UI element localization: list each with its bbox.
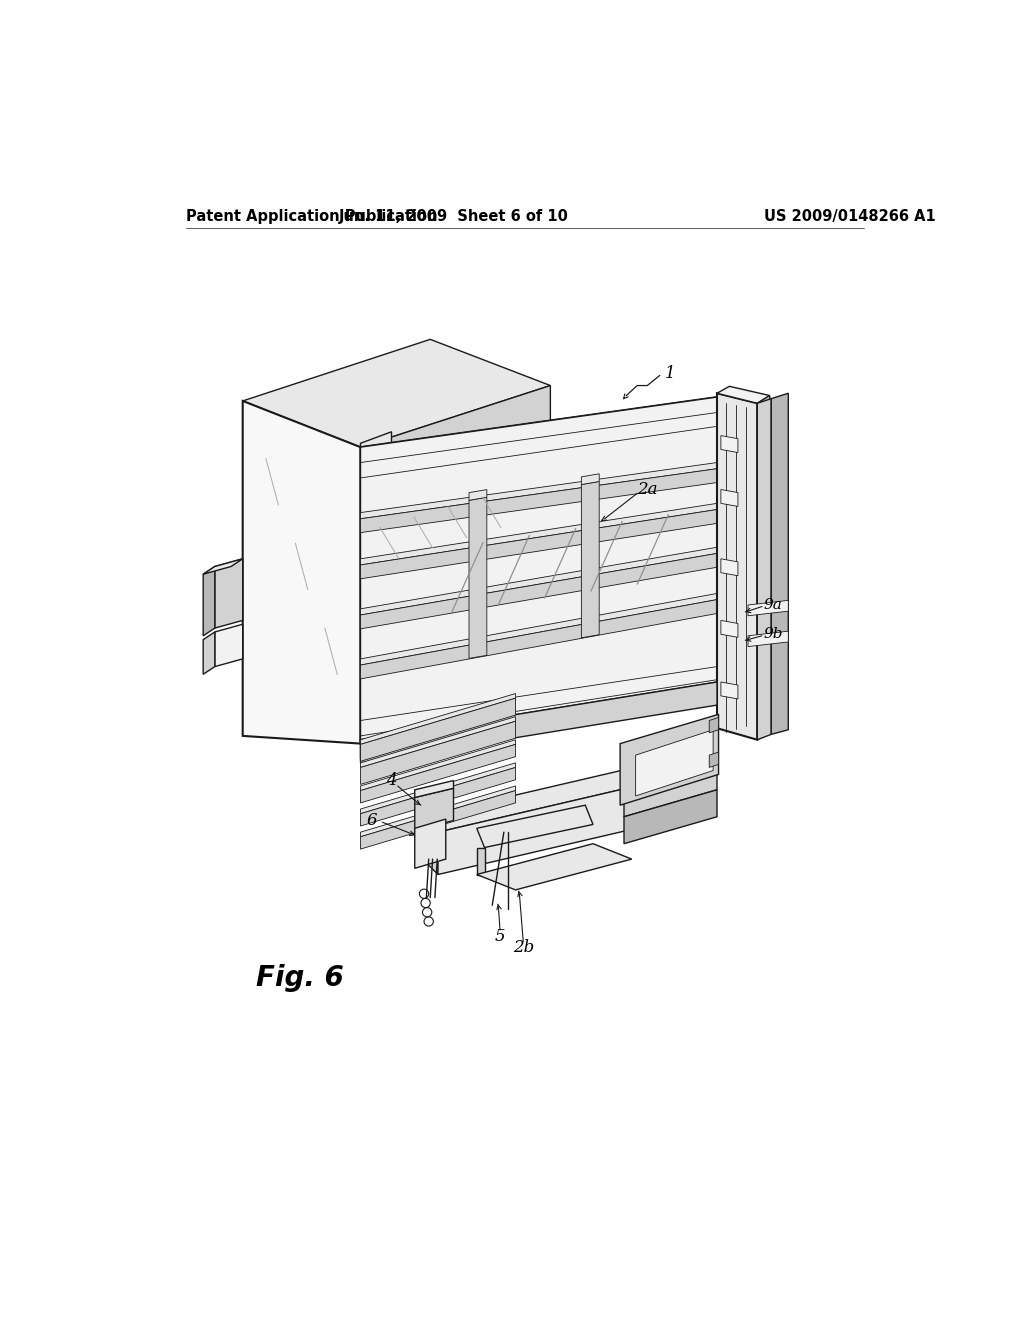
Polygon shape xyxy=(721,490,738,507)
Text: 9a: 9a xyxy=(764,598,782,612)
Polygon shape xyxy=(415,788,454,830)
Polygon shape xyxy=(203,566,215,636)
Polygon shape xyxy=(721,436,738,453)
Polygon shape xyxy=(423,817,438,874)
Polygon shape xyxy=(758,399,771,739)
Text: 2b: 2b xyxy=(513,939,534,956)
Polygon shape xyxy=(582,474,599,484)
Polygon shape xyxy=(360,767,515,826)
Polygon shape xyxy=(438,775,686,874)
Polygon shape xyxy=(360,503,717,565)
Polygon shape xyxy=(360,385,550,743)
Polygon shape xyxy=(360,763,515,813)
Polygon shape xyxy=(582,482,599,638)
Polygon shape xyxy=(360,693,515,744)
Polygon shape xyxy=(748,631,788,647)
Polygon shape xyxy=(203,632,215,675)
Polygon shape xyxy=(360,397,717,739)
Text: Patent Application Publication: Patent Application Publication xyxy=(186,209,437,223)
Polygon shape xyxy=(360,721,515,784)
Polygon shape xyxy=(621,714,719,805)
Polygon shape xyxy=(710,718,719,733)
Polygon shape xyxy=(360,744,515,803)
Polygon shape xyxy=(477,847,484,874)
Polygon shape xyxy=(360,791,515,849)
Polygon shape xyxy=(717,393,758,739)
Polygon shape xyxy=(215,624,243,667)
Text: 6: 6 xyxy=(367,812,378,829)
Polygon shape xyxy=(721,558,738,576)
Polygon shape xyxy=(243,339,550,447)
Polygon shape xyxy=(477,805,593,847)
Polygon shape xyxy=(243,401,360,743)
Polygon shape xyxy=(360,510,717,578)
Text: 9b: 9b xyxy=(764,627,783,642)
Polygon shape xyxy=(360,682,717,763)
Polygon shape xyxy=(423,759,686,832)
Polygon shape xyxy=(624,717,717,817)
Text: Fig. 6: Fig. 6 xyxy=(256,965,344,993)
Polygon shape xyxy=(415,818,445,869)
Text: 1: 1 xyxy=(666,366,676,383)
Polygon shape xyxy=(477,843,632,890)
Polygon shape xyxy=(721,682,738,700)
Polygon shape xyxy=(748,601,788,615)
Polygon shape xyxy=(758,396,770,739)
Polygon shape xyxy=(360,553,717,628)
Text: Jun. 11, 2009  Sheet 6 of 10: Jun. 11, 2009 Sheet 6 of 10 xyxy=(339,209,568,223)
Polygon shape xyxy=(360,548,717,615)
Polygon shape xyxy=(360,739,515,791)
Polygon shape xyxy=(360,785,515,837)
Text: 5: 5 xyxy=(495,928,505,945)
Polygon shape xyxy=(360,717,515,767)
Text: US 2009/0148266 A1: US 2009/0148266 A1 xyxy=(764,209,935,223)
Text: 2a: 2a xyxy=(637,480,657,498)
Polygon shape xyxy=(360,594,717,665)
Polygon shape xyxy=(717,387,770,404)
Polygon shape xyxy=(360,432,391,759)
Polygon shape xyxy=(771,393,788,734)
Polygon shape xyxy=(360,462,717,519)
Polygon shape xyxy=(710,752,719,767)
Polygon shape xyxy=(624,789,717,843)
Polygon shape xyxy=(360,698,515,762)
Polygon shape xyxy=(415,780,454,797)
Polygon shape xyxy=(203,558,243,574)
Polygon shape xyxy=(469,498,486,659)
Polygon shape xyxy=(469,490,486,500)
Polygon shape xyxy=(360,469,717,533)
Polygon shape xyxy=(360,599,717,678)
Text: 4: 4 xyxy=(386,772,397,789)
Polygon shape xyxy=(636,730,713,796)
Polygon shape xyxy=(721,620,738,638)
Polygon shape xyxy=(215,558,243,628)
